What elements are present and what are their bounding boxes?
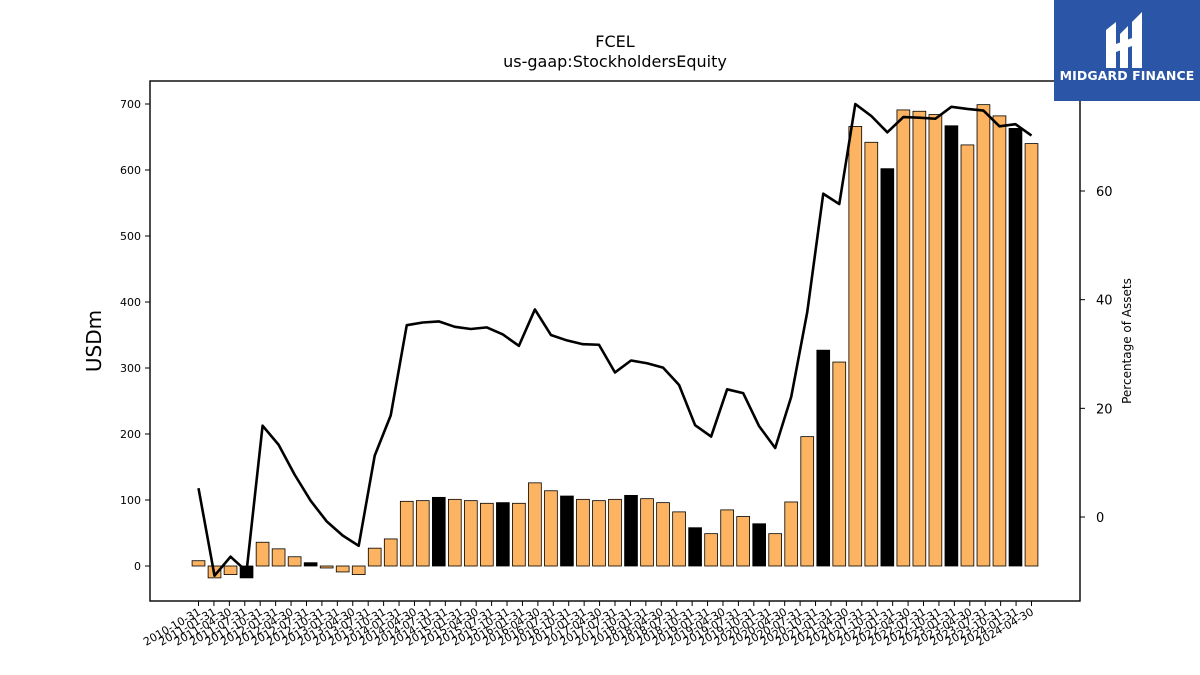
logo-mark-icon [1106, 12, 1142, 68]
bar [704, 533, 718, 567]
y2-tick-label: 40 [1096, 294, 1113, 309]
bar [447, 498, 462, 567]
bar [271, 548, 286, 567]
bar [399, 500, 414, 567]
y2-tick-label: 60 [1096, 185, 1113, 200]
chart-title: FCEL [595, 32, 635, 51]
bar [415, 500, 430, 567]
bar [624, 494, 638, 567]
bar [608, 498, 622, 567]
y-tick-label: 500 [120, 230, 141, 243]
bar [335, 565, 350, 573]
bar [896, 109, 911, 567]
bar [351, 565, 366, 575]
bar [544, 490, 558, 567]
chart-subtitle: us-gaap:StockholdersEquity [503, 52, 727, 71]
y-tick-label: 300 [120, 362, 141, 375]
bar [303, 562, 318, 567]
bar [592, 500, 606, 567]
series-line [197, 102, 1033, 577]
bar [720, 509, 734, 567]
bar [287, 556, 302, 567]
bar [832, 361, 847, 567]
bar [656, 502, 670, 567]
bar [496, 502, 510, 567]
y-tick-label: 400 [120, 296, 141, 309]
bar [1008, 128, 1023, 567]
bar [848, 126, 863, 567]
bar [528, 482, 542, 567]
bar [752, 523, 766, 567]
bar [944, 125, 959, 567]
brand-logo: MIDGARD FINANCE [1054, 0, 1200, 101]
y2-tick-label: 20 [1096, 402, 1113, 417]
bar [560, 495, 574, 567]
bar [912, 110, 927, 567]
bar [223, 565, 238, 575]
bar [880, 168, 895, 567]
bar [992, 115, 1007, 567]
bar [976, 104, 991, 567]
bar [816, 349, 831, 567]
y-tick-label: 700 [120, 98, 141, 111]
bar [768, 533, 783, 567]
bar [800, 436, 815, 567]
bar [688, 527, 702, 567]
bar [672, 511, 686, 567]
bar [640, 498, 654, 567]
bar [431, 496, 446, 567]
y2-axis-label: Percentage of Assets [1120, 278, 1134, 404]
bar [1024, 143, 1039, 567]
bar [960, 144, 975, 567]
y-tick-label: 600 [120, 164, 141, 177]
logo-text: MIDGARD FINANCE [1059, 68, 1195, 83]
bar [480, 502, 494, 567]
bar [512, 502, 526, 567]
bar [928, 114, 943, 567]
bar [319, 565, 334, 569]
bar [383, 538, 398, 567]
y-tick-label: 100 [120, 494, 141, 507]
bar [736, 516, 750, 567]
y-tick-label: 0 [134, 560, 141, 573]
bar [784, 501, 799, 567]
y-tick-label: 200 [120, 428, 141, 441]
bar [864, 141, 879, 567]
y-axis-label: USDm [82, 310, 106, 372]
bar [255, 541, 270, 567]
bar [367, 547, 382, 567]
y2-tick-label: 0 [1096, 511, 1104, 526]
bar [191, 560, 206, 567]
bar [576, 498, 590, 567]
bar [464, 500, 478, 567]
